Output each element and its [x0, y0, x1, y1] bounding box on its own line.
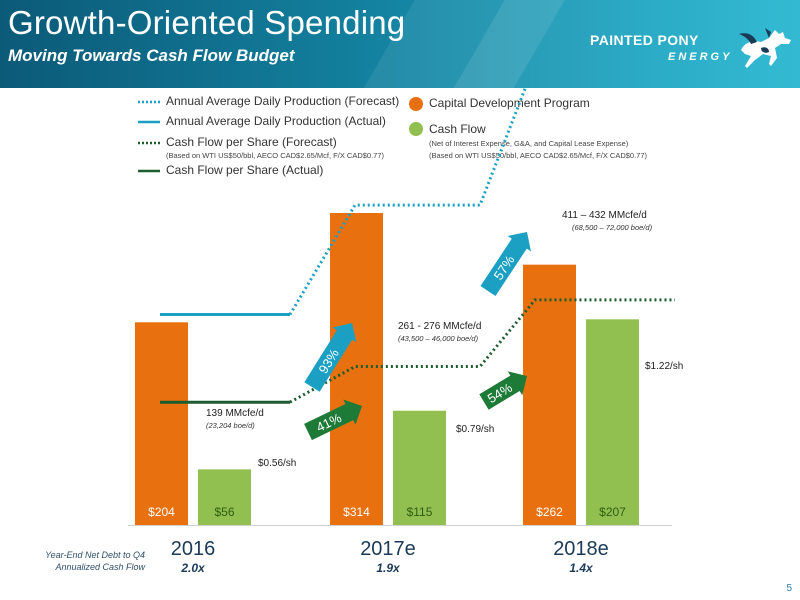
page-title: Growth-Oriented Spending	[8, 4, 406, 41]
bar-value-label: $207	[599, 505, 626, 519]
category-label: 2018e	[553, 538, 609, 560]
legend-note-cash-flow-1: (Net of Interest Expense, G&A, and Capit…	[429, 139, 629, 148]
legend-label-cfps-forecast: Cash Flow per Share (Forecast)	[166, 135, 337, 149]
cfps-annotation: $0.79/sh	[456, 424, 494, 435]
legend-swatch-cfps-actual	[138, 169, 160, 173]
chart-legend: Annual Average Daily Production (Forecas…	[138, 94, 658, 184]
production-annotation-sub: (68,500 – 72,000 boe/d)	[572, 223, 653, 232]
bar-capital-2018e	[523, 264, 576, 525]
production-annotation: 261 - 276 MMcfe/d	[398, 321, 481, 332]
legend-label-cfps-actual: Cash Flow per Share (Actual)	[166, 163, 324, 177]
net-debt-value: 2.0x	[180, 561, 206, 575]
cfps-annotation: $0.56/sh	[258, 458, 296, 469]
production-annotation-sub: (43,500 – 46,000 boe/d)	[398, 334, 479, 343]
cfps-annotation: $1.22/sh	[645, 361, 683, 372]
cfps-growth-arrow-1-shape	[304, 399, 363, 441]
logo-text-line2: ENERGY	[668, 51, 733, 63]
logo-text-line1: PAINTED PONY	[590, 32, 699, 48]
bar-value-label: $262	[536, 505, 563, 519]
production-growth-arrow-2-shape	[480, 232, 531, 296]
company-logo: PAINTED PONY ENERGY	[590, 24, 795, 74]
legend-swatch-capital	[409, 97, 423, 111]
legend-note-cash-flow-2: (Based on WTI US$50/bbl, AECO CAD$2.65/M…	[429, 151, 648, 160]
bar-capital-2016	[135, 322, 188, 525]
bar-cash-flow-2016	[198, 469, 251, 525]
net-debt-label-line1: Year-End Net Debt to Q4	[45, 550, 145, 560]
page-subtitle: Moving Towards Cash Flow Budget	[8, 46, 295, 65]
bar-cash-flow-2017e	[393, 410, 446, 525]
category-label: 2016	[171, 538, 216, 560]
bar-value-label: $314	[343, 505, 370, 519]
legend-note-cfps-forecast: (Based on WTI US$50/bbl, AECO CAD$2.65/M…	[166, 151, 385, 160]
legend-swatch-production-actual	[138, 120, 160, 124]
net-debt-value: 1.9x	[376, 561, 401, 575]
legend-label-cash-flow: Cash Flow	[429, 122, 486, 136]
production-annotation: 411 – 432 MMcfe/d	[562, 210, 647, 221]
bar-value-label: $115	[407, 505, 433, 519]
horse-logo-icon	[739, 28, 791, 68]
chart-area: $204 $314 $262 $56 $115 $207 2016 2017e 2018e 2.0…	[128, 88, 683, 575]
production-annotation-sub: (23,204 boe/d)	[206, 421, 255, 430]
net-debt-label: Year-End Net Debt to Q4 Annualized Cash …	[40, 549, 145, 573]
bar-value-label: $56	[214, 505, 234, 519]
legend-label-production-actual: Annual Average Daily Production (Actual)	[166, 114, 386, 128]
production-annotation: 139 MMcfe/d	[206, 408, 264, 419]
production-growth-arrow-1-shape	[304, 323, 357, 392]
bar-value-label: $204	[148, 505, 175, 519]
net-debt-label-line2: Annualized Cash Flow	[55, 562, 145, 572]
cfps-growth-arrow-2: 54%	[479, 371, 528, 410]
category-label: 2017e	[360, 538, 416, 560]
legend-label-capital: Capital Development Program	[429, 96, 590, 110]
bar-capital-2017e	[330, 213, 383, 525]
legend-label-production-forecast: Annual Average Daily Production (Forecas…	[166, 94, 400, 108]
cfps-growth-arrow-2-shape	[479, 371, 528, 410]
net-debt-value: 1.4x	[569, 561, 594, 575]
header-banner: Growth-Oriented Spending Moving Towards …	[0, 0, 800, 88]
page-number: 5	[786, 583, 792, 594]
legend-swatch-cash-flow	[409, 122, 423, 136]
bar-cash-flow-2018e	[586, 319, 639, 525]
